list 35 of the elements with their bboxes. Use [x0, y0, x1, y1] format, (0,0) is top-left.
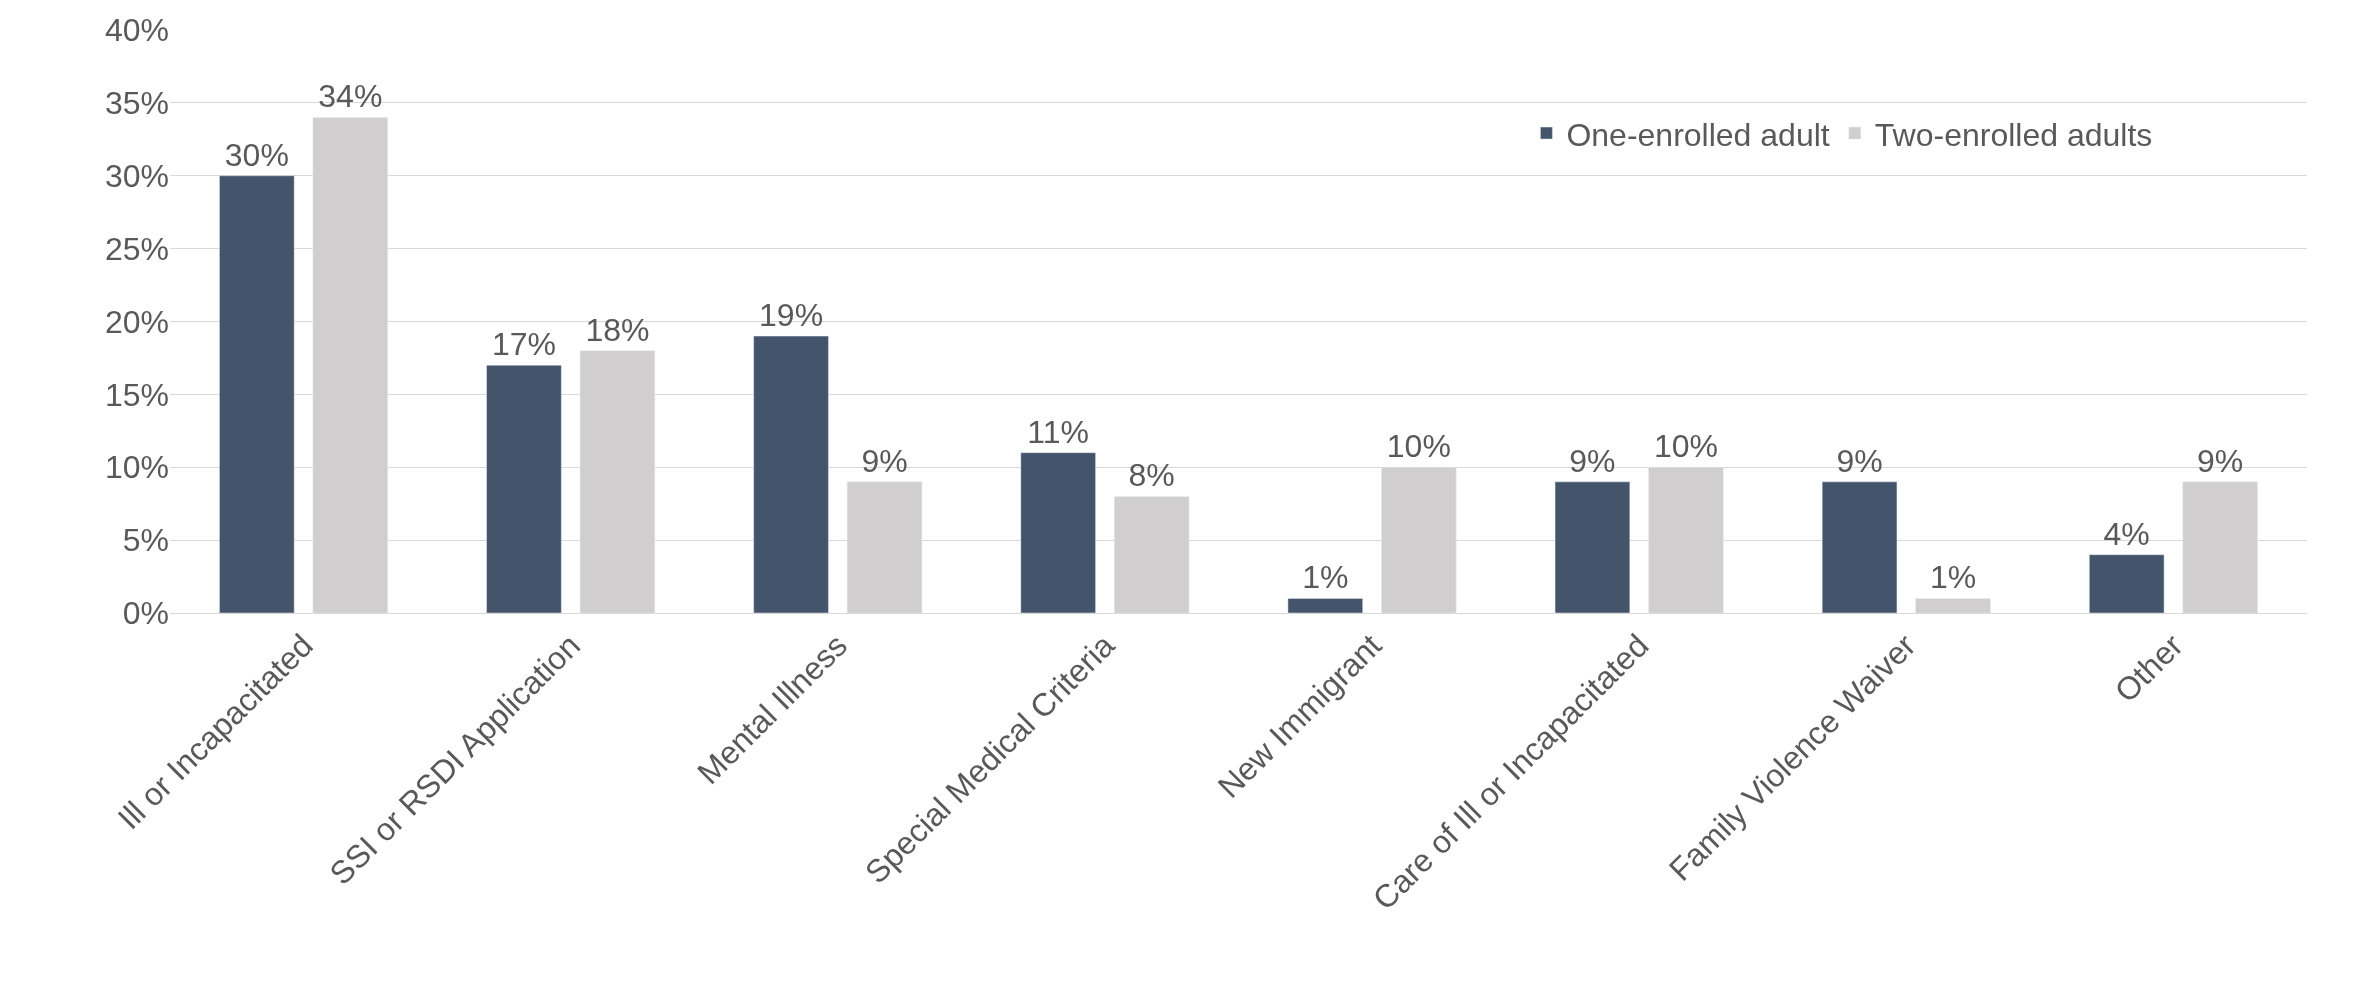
legend-label: One-enrolled adult [1566, 116, 1830, 153]
legend-label: Two-enrolled adults [1874, 116, 2153, 153]
data-label: 8% [1128, 457, 1175, 494]
bar [2089, 554, 2165, 613]
bar [1287, 598, 1363, 613]
data-label: 1% [1929, 559, 1977, 596]
y-tick-label: 15% [104, 376, 169, 413]
data-label: 9% [1569, 442, 1616, 479]
y-tick-label: 5% [122, 522, 169, 559]
data-label: 17% [491, 326, 556, 363]
data-label: 9% [2197, 442, 2244, 479]
data-label: 9% [861, 442, 908, 479]
bar [753, 335, 829, 613]
bar [219, 175, 295, 613]
data-label: 10% [1653, 428, 1718, 465]
y-tick-label: 20% [104, 303, 169, 340]
y-tick-label: 10% [104, 449, 169, 486]
bar [1554, 481, 1631, 613]
data-label: 11% [1027, 413, 1090, 450]
data-label: 10% [1386, 428, 1451, 465]
data-label: 1% [1302, 559, 1349, 596]
data-label: 34% [318, 78, 383, 115]
y-tick-label: 0% [122, 595, 169, 632]
data-label: 18% [585, 311, 650, 348]
data-label: 4% [2103, 515, 2150, 552]
y-tick-label: 40% [104, 12, 169, 49]
y-tick-label: 25% [104, 230, 169, 267]
data-label: 9% [1836, 442, 1883, 479]
data-label: 19% [759, 297, 824, 334]
data-label: 30% [224, 136, 289, 173]
bar [1020, 452, 1096, 613]
y-tick-label: 35% [104, 85, 169, 122]
y-tick-label: 30% [104, 157, 169, 194]
bar [1821, 481, 1898, 613]
bar [486, 364, 562, 613]
